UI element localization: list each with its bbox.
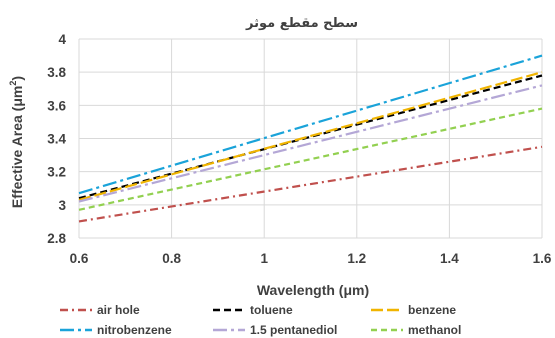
series-line-benzene <box>78 71 543 201</box>
chart-title: سطح مقطع موثر <box>245 16 358 31</box>
y-tick-label: 3.2 <box>47 165 66 180</box>
x-axis-title: Wavelength (μm) <box>257 282 369 298</box>
series-line-nitrobenzene <box>78 54 543 195</box>
y-tick-label: 3 <box>58 198 66 213</box>
y-axis-title-text: Effective Area (μm <box>9 86 25 208</box>
x-axis-ticks: 0.6 0.8 1 1.2 1.4 1.6 <box>70 251 552 266</box>
x-tick-label: 0.8 <box>162 251 181 266</box>
x-tick-label: 1 <box>260 251 268 266</box>
y-axis-title-superscript: 2 <box>8 81 18 86</box>
legend-label-air-hole: air hole <box>97 303 140 317</box>
legend-label-nitrobenzene: nitrobenzene <box>97 323 172 337</box>
legend-label-methanol: methanol <box>408 323 461 337</box>
y-tick-label: 3.4 <box>47 132 66 147</box>
legend: air hole toluene benzene nitrobenzene 1.5 pe… <box>60 303 461 337</box>
y-axis-title-close: ) <box>9 76 25 81</box>
x-tick-label: 1.2 <box>347 251 366 266</box>
y-axis-ticks: 2.8 3 3.2 3.4 3.6 3.8 4 <box>47 32 66 246</box>
x-tick-label: 1.4 <box>440 251 459 266</box>
y-tick-label: 4 <box>58 32 66 47</box>
x-tick-label: 1.6 <box>533 251 552 266</box>
legend-label-benzene: benzene <box>408 303 456 317</box>
legend-label-toluene: toluene <box>250 303 293 317</box>
legend-label-1-5-pentanediol: 1.5 pentanediol <box>250 323 337 337</box>
series-lines <box>78 54 543 223</box>
series-line-1-5-pentanediol <box>78 84 543 203</box>
series-line-methanol <box>78 107 543 211</box>
y-tick-label: 3.6 <box>47 98 66 113</box>
series-line-air-hole <box>78 145 543 223</box>
y-tick-label: 3.8 <box>47 65 66 80</box>
y-tick-label: 2.8 <box>47 231 66 246</box>
grid <box>78 38 543 239</box>
y-axis-title: Effective Area (μm2) <box>8 76 25 208</box>
x-tick-label: 0.6 <box>70 251 89 266</box>
